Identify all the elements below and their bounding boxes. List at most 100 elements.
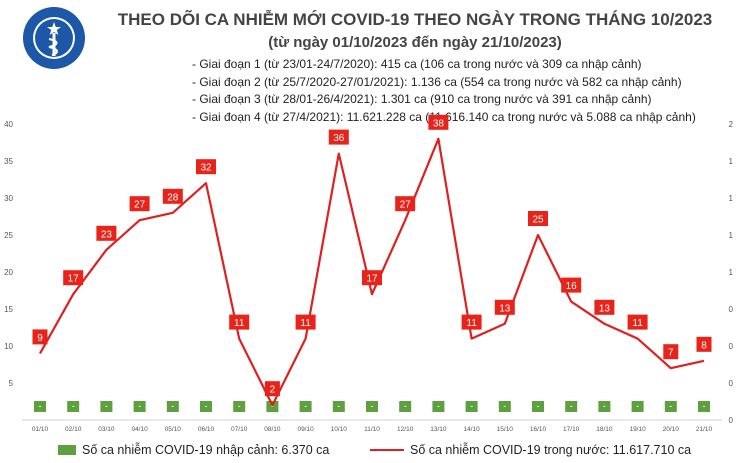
imported-bar xyxy=(498,401,511,412)
x-tick-label: 01/10 xyxy=(32,426,49,433)
data-label: 38 xyxy=(433,118,445,129)
data-label-box xyxy=(229,314,250,330)
x-tick-label: 12/10 xyxy=(397,426,414,433)
x-tick-label: 09/10 xyxy=(297,426,314,433)
x-tick-label: 11/10 xyxy=(364,426,380,433)
imported-bar-label: - xyxy=(39,401,42,411)
y-left-tick-label: 15 xyxy=(4,305,13,314)
data-label-box xyxy=(96,225,117,241)
data-label: 8 xyxy=(701,340,707,351)
imported-bar xyxy=(565,401,578,412)
data-label-box xyxy=(63,270,84,286)
data-label: 23 xyxy=(101,229,113,240)
data-label: 2 xyxy=(270,385,276,396)
y-left-tick-label: 40 xyxy=(4,120,13,129)
imported-bar xyxy=(67,401,80,412)
y-left-tick-label: 25 xyxy=(4,231,13,240)
data-label-box xyxy=(264,381,280,397)
data-label: 27 xyxy=(400,200,412,211)
imported-bar-label: - xyxy=(171,401,174,411)
data-label-box xyxy=(395,196,416,212)
y-right-tick-label: 0 xyxy=(729,342,734,351)
imported-bar-label: - xyxy=(304,401,307,411)
x-tick-label: 14/10 xyxy=(463,426,480,433)
data-label-box xyxy=(663,344,679,360)
data-label: 11 xyxy=(300,318,311,329)
chart-subtitle: (từ ngày 01/10/2023 đến ngày 21/10/2023) xyxy=(268,34,562,51)
data-label: 7 xyxy=(668,348,674,359)
domestic-series-line xyxy=(39,137,705,407)
imported-bar xyxy=(698,401,710,412)
y-left-tick-label: 30 xyxy=(4,194,13,203)
data-label-box xyxy=(461,314,482,330)
imported-bar xyxy=(266,401,279,412)
imported-bar-label: - xyxy=(570,401,573,411)
legend-domestic: Số ca nhiễm COVID-19 trong nước: 11.617.… xyxy=(370,443,691,457)
x-tick-label: 03/10 xyxy=(98,426,115,433)
imported-bar-label: - xyxy=(636,401,639,411)
data-label: 11 xyxy=(466,318,477,329)
x-tick-label: 02/10 xyxy=(65,426,82,433)
data-label-box xyxy=(696,336,712,352)
data-label: 25 xyxy=(532,215,544,226)
imported-bar xyxy=(532,401,544,412)
data-label: 27 xyxy=(134,200,146,211)
imported-bar xyxy=(233,401,246,412)
y-left-tick-label: 35 xyxy=(4,157,13,166)
imported-bar-label: - xyxy=(669,401,672,411)
imported-bar xyxy=(631,401,644,412)
imported-bar xyxy=(166,401,179,412)
imported-bar xyxy=(133,401,146,412)
legend-imported: Số ca nhiễm COVID-19 nhập cảnh: 6.370 ca xyxy=(58,443,329,457)
data-label: 32 xyxy=(200,163,212,174)
x-tick-label: 17/10 xyxy=(563,426,580,433)
phase-note-3: - Giai đoạn 3 (từ 28/01-26/4/2021): 1.30… xyxy=(192,92,652,106)
x-tick-label: 10/10 xyxy=(331,426,348,433)
imported-bar-label: - xyxy=(404,401,407,411)
x-tick-label: 16/10 xyxy=(530,426,547,433)
data-label-box xyxy=(627,314,648,330)
data-label-box xyxy=(494,299,515,315)
ministry-of-health-logo xyxy=(23,7,85,69)
x-tick-label: 13/10 xyxy=(430,426,447,433)
x-tick-label: 06/10 xyxy=(198,426,215,433)
y-left-tick-label: 20 xyxy=(4,268,13,277)
imported-bar xyxy=(664,401,677,412)
imported-bar-label: - xyxy=(72,401,75,411)
imported-bar xyxy=(465,401,478,412)
imported-bar-label: - xyxy=(470,401,473,411)
data-label: 13 xyxy=(499,303,511,314)
imported-bar-label: - xyxy=(105,401,108,411)
phase-note-2: - Giai đoạn 2 (từ 25/7/2020-27/01/2021):… xyxy=(192,74,682,89)
data-label-box xyxy=(32,329,48,345)
imported-bar xyxy=(100,401,113,412)
y-right-tick-label: 0 xyxy=(729,305,734,314)
imported-bar xyxy=(366,401,378,412)
imported-bar-label: - xyxy=(238,401,241,411)
data-label: 36 xyxy=(333,133,345,144)
imported-bar xyxy=(399,401,412,412)
x-tick-label: 05/10 xyxy=(165,426,182,433)
x-tick-label: 21/10 xyxy=(696,426,713,433)
x-tick-label: 18/10 xyxy=(596,426,613,433)
data-label-box xyxy=(129,196,150,212)
imported-bar-label: - xyxy=(603,401,606,411)
data-label: 17 xyxy=(366,274,378,285)
imported-bar xyxy=(200,401,212,412)
x-tick-label: 15/10 xyxy=(497,426,514,433)
data-label: 11 xyxy=(234,318,245,329)
data-label-box xyxy=(162,188,183,204)
data-label-box xyxy=(428,114,449,130)
data-label: 28 xyxy=(167,192,179,203)
x-tick-label: 20/10 xyxy=(663,426,680,433)
imported-bar-label: - xyxy=(205,401,208,411)
imported-bar-label: - xyxy=(437,401,440,411)
y-right-tick-label: 1 xyxy=(729,194,734,203)
data-label-box xyxy=(528,211,548,226)
phase-notes: - Giai đoạn 1 (từ 23/01-24/7/2020): 415 … xyxy=(192,56,696,126)
imported-bar-label: - xyxy=(337,401,340,411)
imported-bar xyxy=(299,401,312,412)
imported-bar xyxy=(432,401,445,412)
